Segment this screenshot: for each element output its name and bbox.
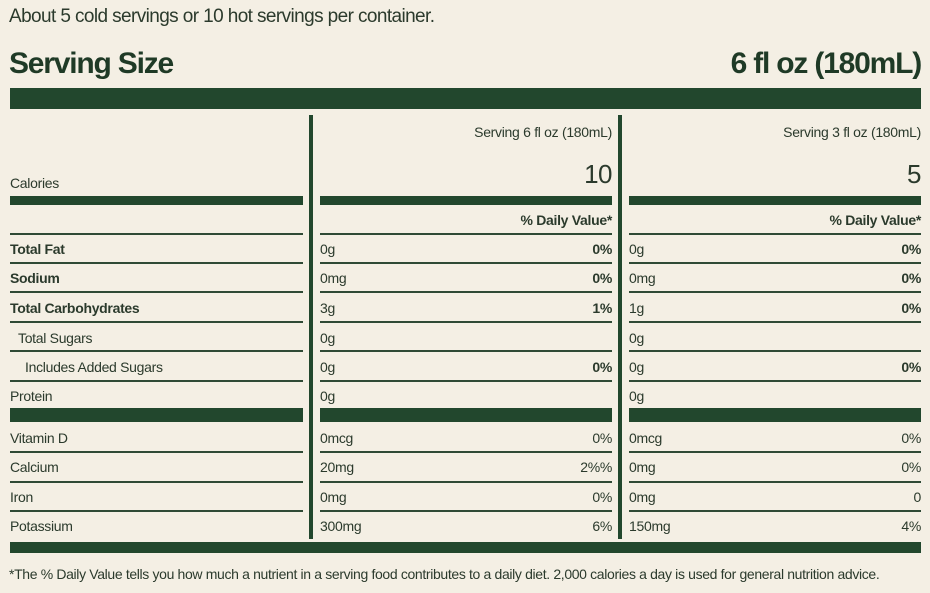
nutrient-name: Total Fat <box>10 241 65 257</box>
row-divider <box>629 321 921 323</box>
column-2-amount: 0g <box>629 388 644 404</box>
column-1-calories: 10 <box>584 159 612 189</box>
vitamin-section-bar-label-col <box>10 408 303 422</box>
top-thick-bar <box>10 88 921 109</box>
column-1-daily-value: 0% <box>592 241 612 257</box>
column-2-dv-header: % Daily Value* <box>829 212 921 228</box>
column-1-amount: 0g <box>320 241 335 257</box>
column-2-daily-value: 4% <box>901 518 921 534</box>
row-divider <box>10 481 303 483</box>
column-2-amount: 0mcg <box>629 430 663 446</box>
serving-size-value: 6 fl oz (180mL) <box>730 47 923 80</box>
row-divider <box>629 233 921 235</box>
column-1-amount: 0mg <box>320 489 347 505</box>
column-2-amount: 0mg <box>629 459 656 475</box>
row-divider <box>10 233 303 235</box>
row-divider <box>10 510 303 512</box>
row-divider <box>320 451 612 453</box>
column-2-amount: 150mg <box>629 518 671 534</box>
column-1-amount: 0mcg <box>320 430 354 446</box>
row-divider <box>629 291 921 293</box>
nutrient-name: Total Sugars <box>18 330 93 346</box>
column-2-daily-value: 0% <box>901 430 921 446</box>
row-divider <box>10 262 303 264</box>
nutrient-name: Total Carbohydrates <box>10 300 140 316</box>
nutrient-name: Potassium <box>10 518 73 534</box>
column-2-amount: 0g <box>629 241 644 257</box>
servings-per-container: About 5 cold servings or 10 hot servings… <box>9 6 435 27</box>
vitamin-section-bar-col-1 <box>320 408 612 422</box>
column-1-amount: 0g <box>320 388 335 404</box>
nutrient-name: Includes Added Sugars <box>25 359 163 375</box>
vitamin-section-bar-col-2 <box>629 408 921 422</box>
column-1-amount: 0mg <box>320 270 347 286</box>
nutrient-name: Calcium <box>10 459 59 475</box>
daily-value-footnote: *The % Daily Value tells you how much a … <box>9 566 880 582</box>
serving-size-label: Serving Size <box>9 47 174 80</box>
row-divider <box>320 380 612 382</box>
nutrient-name: Protein <box>10 388 53 404</box>
row-divider <box>10 380 303 382</box>
bottom-bar <box>10 542 921 553</box>
nutrient-name: Vitamin D <box>10 430 68 446</box>
column-2-daily-value: 0% <box>901 270 921 286</box>
row-divider <box>629 481 921 483</box>
calories-label: Calories <box>10 175 59 191</box>
column-1-amount: 20mg <box>320 459 354 475</box>
row-divider <box>320 321 612 323</box>
row-divider <box>629 350 921 352</box>
column-1-daily-value: 0% <box>592 430 612 446</box>
calories-bar-col-1 <box>320 196 612 205</box>
row-divider <box>629 510 921 512</box>
column-divider-1 <box>309 115 313 539</box>
calories-bar-col-2 <box>629 196 921 205</box>
column-1-dv-header: % Daily Value* <box>520 212 612 228</box>
column-1-amount: 300mg <box>320 518 362 534</box>
row-divider <box>320 262 612 264</box>
row-divider <box>10 350 303 352</box>
column-2-daily-value: 0% <box>901 459 921 475</box>
column-2-daily-value: 0 <box>913 489 922 505</box>
row-divider <box>629 262 921 264</box>
column-1-amount: 0g <box>320 359 335 375</box>
column-2-amount: 1g <box>629 300 644 316</box>
column-1-daily-value: 2%% <box>580 459 612 475</box>
column-1-daily-value: 0% <box>592 489 612 505</box>
column-2-amount: 0g <box>629 359 644 375</box>
row-divider <box>10 451 303 453</box>
nutrient-name: Sodium <box>10 270 60 286</box>
column-divider-2 <box>618 115 622 539</box>
row-divider <box>629 380 921 382</box>
row-divider <box>320 510 612 512</box>
column-2-daily-value: 0% <box>901 241 921 257</box>
row-divider <box>10 291 303 293</box>
calories-bar-label-col <box>10 196 303 205</box>
row-divider <box>10 321 303 323</box>
row-divider <box>629 451 921 453</box>
column-1-daily-value: 0% <box>592 270 612 286</box>
column-2-amount: 0g <box>629 330 644 346</box>
column-2-amount: 0mg <box>629 489 656 505</box>
column-2-daily-value: 0% <box>901 359 921 375</box>
column-2-heading: Serving 3 fl oz (180mL) <box>783 124 921 140</box>
row-divider <box>320 291 612 293</box>
column-1-heading: Serving 6 fl oz (180mL) <box>474 124 612 140</box>
column-2-daily-value: 0% <box>901 300 921 316</box>
column-1-amount: 0g <box>320 330 335 346</box>
column-1-amount: 3g <box>320 300 335 316</box>
column-1-daily-value: 0% <box>592 359 612 375</box>
column-2-amount: 0mg <box>629 270 656 286</box>
row-divider <box>320 233 612 235</box>
nutrient-name: Iron <box>10 489 33 505</box>
column-1-daily-value: 1% <box>592 300 612 316</box>
row-divider <box>320 350 612 352</box>
row-divider <box>320 481 612 483</box>
column-2-calories: 5 <box>907 159 921 189</box>
column-1-daily-value: 6% <box>592 518 612 534</box>
